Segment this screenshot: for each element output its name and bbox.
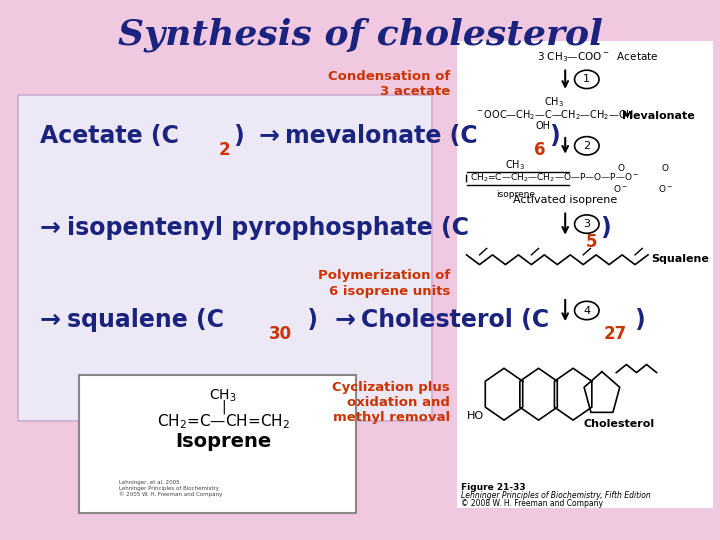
Text: isopentenyl pyrophosphate (C: isopentenyl pyrophosphate (C [67,216,469,240]
Text: ): ) [299,308,326,332]
Text: Lehninger, et al. 2005
Lehninger Principles of Biochemistry
© 2005 W. H. Freeman: Lehninger, et al. 2005 Lehninger Princip… [119,480,222,497]
Text: CH$_2$=C—CH=CH$_2$: CH$_2$=C—CH=CH$_2$ [157,412,289,430]
Text: ): ) [234,124,253,148]
Text: Acetate (C: Acetate (C [40,124,179,148]
Text: squalene (C: squalene (C [67,308,224,332]
Text: 27: 27 [604,325,627,342]
Text: 1: 1 [583,75,590,84]
Text: →: → [40,216,60,240]
FancyBboxPatch shape [18,94,432,421]
Text: 2: 2 [219,141,230,159]
Text: Condensation of
3 acetate: Condensation of 3 acetate [328,70,450,98]
Text: O: O [662,164,669,173]
Text: →: → [258,124,279,148]
Text: Squalene: Squalene [652,254,709,264]
Text: mevalonate (C: mevalonate (C [285,124,478,148]
Text: CH$_3$: CH$_3$ [210,388,237,404]
Text: Isoprene: Isoprene [175,431,271,451]
Text: Lehninger Principles of Biochemistry, Fifth Edition: Lehninger Principles of Biochemistry, Fi… [461,491,651,500]
Text: Synthesis of cholesterol: Synthesis of cholesterol [117,18,603,52]
Text: O$^-$: O$^-$ [658,184,672,194]
Text: HO: HO [467,411,484,421]
FancyBboxPatch shape [79,375,356,513]
Text: Mevalonate: Mevalonate [622,111,696,121]
Text: O: O [617,164,624,173]
Circle shape [575,137,599,155]
Circle shape [575,70,599,89]
Text: Figure 21-33: Figure 21-33 [461,483,526,491]
Text: $^-$OOC—CH$_2$—C—CH$_2$—CH$_2$—OH: $^-$OOC—CH$_2$—C—CH$_2$—CH$_2$—OH [474,108,634,122]
Text: ): ) [549,124,559,148]
Text: 4: 4 [583,306,590,315]
Text: isoprene: isoprene [496,190,535,199]
Text: Polymerization of
6 isoprene units: Polymerization of 6 isoprene units [318,269,450,298]
Text: 5: 5 [585,233,597,251]
Text: 3 CH$_3$—COO$^-$  Acetate: 3 CH$_3$—COO$^-$ Acetate [537,50,658,64]
Text: O$^-$: O$^-$ [613,184,628,194]
Text: 2: 2 [583,141,590,151]
Text: ): ) [600,216,611,240]
Text: © 2008 W. H. Freeman and Company: © 2008 W. H. Freeman and Company [461,500,603,508]
Text: →: → [40,308,60,332]
Text: Activated isoprene: Activated isoprene [513,195,617,205]
Text: →: → [334,308,355,332]
Text: CH$_3$: CH$_3$ [505,158,525,172]
Text: CH$_3$: CH$_3$ [544,96,564,110]
Text: ): ) [634,308,645,332]
Text: Cholesterol: Cholesterol [584,419,654,429]
Text: OH: OH [536,121,550,131]
Circle shape [575,301,599,320]
Circle shape [575,215,599,233]
FancyBboxPatch shape [457,40,713,508]
Text: CH$_2$=C—CH$_2$—CH$_2$—O—P—O—P—O$^-$: CH$_2$=C—CH$_2$—CH$_2$—O—P—O—P—O$^-$ [470,172,639,185]
Text: Cyclization plus
oxidation and
methyl removal: Cyclization plus oxidation and methyl re… [332,381,450,424]
Text: 3: 3 [583,219,590,229]
Text: |: | [221,400,225,414]
Text: 30: 30 [269,325,292,342]
Text: 6: 6 [534,141,546,159]
Text: Cholesterol (C: Cholesterol (C [361,308,549,332]
